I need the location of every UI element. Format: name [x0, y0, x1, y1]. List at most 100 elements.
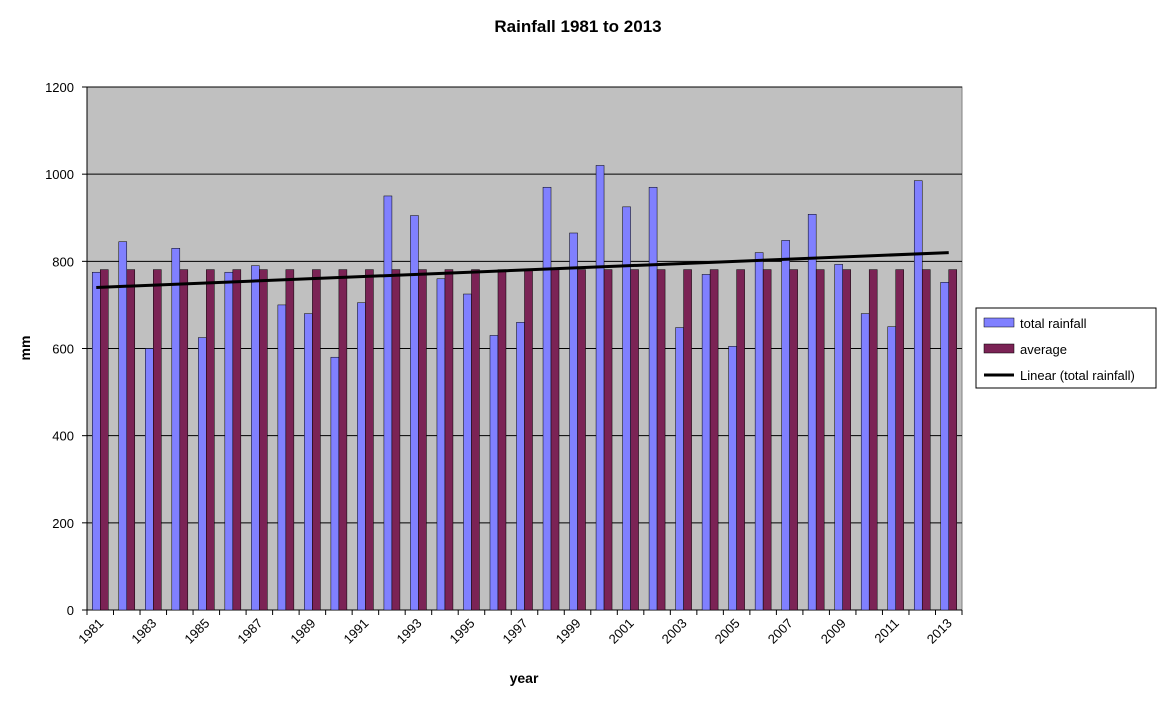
total-rainfall-bar: [171, 248, 181, 611]
average-bar: [365, 269, 374, 611]
total-rainfall-bar: [489, 335, 499, 611]
average-bar: [126, 269, 136, 611]
average-bar: [683, 269, 692, 611]
average-bar: [153, 269, 162, 611]
average-bar: [391, 269, 401, 611]
total-rainfall-bar: [781, 240, 790, 611]
legend-swatch-average: [983, 343, 1015, 354]
legend-label: average: [1020, 342, 1067, 357]
total-rainfall-bar: [648, 186, 658, 611]
x-tick-label: 2011: [871, 616, 901, 646]
x-axis-label: year: [510, 670, 539, 686]
y-tick-label: 1200: [45, 80, 74, 95]
average-bar: [259, 269, 268, 611]
total-rainfall-bar: [542, 186, 552, 611]
x-tick-label: 1993: [394, 616, 425, 647]
total-rainfall-bar: [940, 282, 949, 611]
average-bar: [577, 269, 586, 611]
total-rainfall-bar: [675, 327, 684, 611]
y-tick-label: 800: [52, 254, 74, 269]
average-bar: [312, 269, 321, 611]
total-rainfall-bar: [887, 326, 896, 611]
y-tick-label: 1000: [45, 167, 74, 182]
total-rainfall-bar: [277, 304, 287, 611]
x-tick-label: 1981: [75, 616, 106, 647]
plot-area: 0 200 400 600 800 1000 1200 1981 1983 1985 1987 198…: [45, 80, 963, 647]
total-rainfall-bar: [701, 274, 711, 611]
total-rainfall-bar: [304, 313, 313, 611]
total-rainfall-bar: [198, 337, 207, 611]
total-rainfall-bar: [224, 271, 234, 611]
average-bar: [948, 269, 957, 611]
total-rainfall-bar: [251, 265, 260, 611]
average-bar: [524, 269, 533, 611]
total-rainfall-bar: [807, 214, 817, 611]
x-tick-label: 2001: [606, 616, 637, 647]
legend: total rainfall average Linear (total rainf…: [975, 307, 1157, 389]
average-bar: [179, 269, 189, 611]
total-rainfall-bar: [834, 264, 843, 611]
total-rainfall-bar: [118, 241, 128, 611]
legend-label: Linear (total rainfall): [1020, 368, 1135, 383]
total-rainfall-bar: [145, 348, 154, 611]
average-bar: [842, 269, 851, 611]
legend-swatch-total-rainfall: [983, 317, 1015, 328]
x-tick-label: 1983: [128, 616, 159, 647]
x-tick-label: 1987: [234, 616, 265, 647]
average-bar: [497, 269, 507, 611]
x-tick-label: 1985: [181, 616, 212, 647]
average-bar: [895, 269, 904, 611]
total-rainfall-bar: [569, 232, 578, 611]
total-rainfall-bar: [860, 313, 870, 611]
average-bar: [418, 269, 427, 611]
total-rainfall-bar: [754, 252, 764, 611]
average-bar: [206, 269, 215, 611]
average-bar: [815, 269, 825, 611]
average-bar: [338, 269, 348, 611]
average-bar: [603, 269, 613, 611]
x-tick-label: 1999: [553, 616, 584, 647]
total-rainfall-bar: [357, 302, 366, 611]
x-tick-label: 1991: [340, 616, 371, 647]
average-bar: [444, 269, 454, 611]
average-bar: [789, 269, 798, 611]
x-tick-label: 1989: [287, 616, 318, 647]
total-rainfall-bar: [463, 293, 472, 611]
average-bar: [550, 269, 560, 611]
y-tick-label: 600: [52, 342, 74, 357]
y-axis-label: mm: [17, 336, 33, 361]
average-bar: [736, 269, 745, 611]
average-bar: [285, 269, 295, 611]
average-bar: [921, 269, 931, 611]
average-bar: [656, 269, 666, 611]
average-bar: [232, 269, 242, 611]
average-bar: [762, 269, 772, 611]
total-rainfall-bar: [728, 346, 737, 611]
x-tick-label: 2013: [924, 616, 955, 647]
average-bar: [868, 269, 878, 611]
total-rainfall-bar: [595, 165, 605, 611]
total-rainfall-bar: [913, 180, 923, 611]
x-tick-label: 2005: [712, 616, 743, 647]
total-rainfall-bar: [330, 356, 340, 611]
total-rainfall-bar: [383, 195, 393, 611]
total-rainfall-bar: [92, 271, 101, 611]
average-bar: [709, 269, 719, 611]
trend-line: [96, 251, 949, 289]
x-tick-label: 2009: [818, 616, 849, 647]
average-bar: [630, 269, 639, 611]
y-tick-label: 200: [52, 516, 74, 531]
x-tick-label: 2007: [765, 616, 796, 647]
total-rainfall-bar: [436, 278, 446, 611]
total-rainfall-bar: [516, 322, 525, 611]
average-bar: [100, 269, 109, 611]
chart-title: Rainfall 1981 to 2013: [494, 17, 661, 36]
x-tick-label: 2003: [659, 616, 690, 647]
y-tick-label: 400: [52, 429, 74, 444]
x-tick-label: 1997: [500, 616, 531, 647]
legend-label: total rainfall: [1020, 316, 1087, 331]
x-tick-label: 1995: [447, 616, 478, 647]
y-tick-label: 0: [67, 603, 74, 618]
